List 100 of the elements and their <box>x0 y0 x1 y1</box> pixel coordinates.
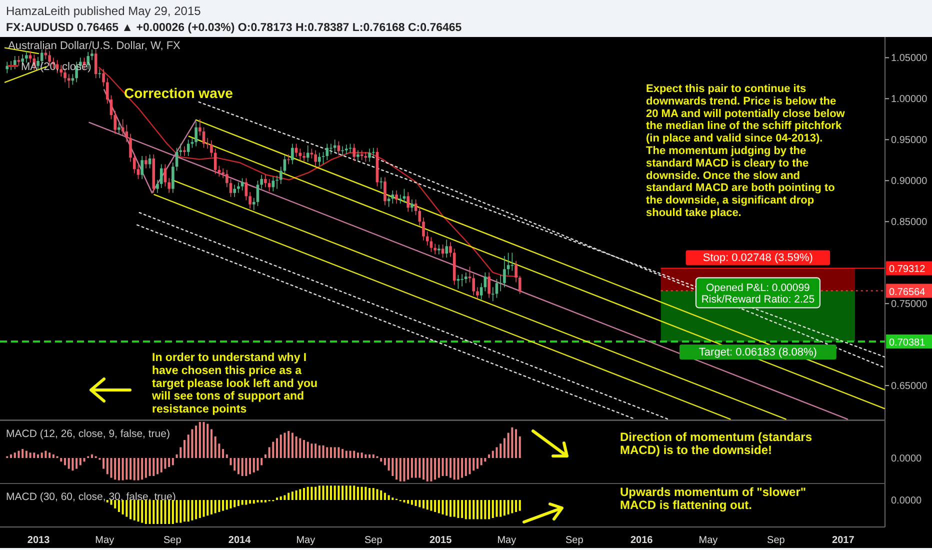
bar <box>461 500 464 518</box>
bar <box>500 500 502 517</box>
bar <box>464 500 467 520</box>
y-tick-label: 0.65000 <box>891 381 928 392</box>
candlestick <box>426 231 429 246</box>
candlestick <box>449 242 452 258</box>
candlestick <box>194 121 198 147</box>
bar <box>407 500 410 504</box>
bar <box>29 452 32 458</box>
bar <box>280 496 282 500</box>
y-tick-label: 1.00000 <box>891 94 928 106</box>
bar <box>144 500 147 524</box>
candlestick <box>172 162 174 194</box>
candlestick <box>503 256 506 288</box>
bar <box>334 486 336 500</box>
bar <box>10 454 12 458</box>
bar <box>33 452 36 458</box>
bar <box>148 458 151 476</box>
candlestick <box>144 156 148 169</box>
bar <box>64 458 66 466</box>
bar <box>372 454 374 458</box>
bar <box>148 500 151 524</box>
bar <box>503 438 506 458</box>
bar <box>302 440 305 458</box>
bar <box>172 458 174 466</box>
bar <box>114 458 116 480</box>
bar <box>137 458 140 480</box>
bar <box>414 500 417 506</box>
bar <box>422 458 424 480</box>
bar <box>198 500 201 518</box>
candlestick <box>17 56 20 66</box>
candlestick <box>514 260 518 283</box>
candlestick <box>118 122 120 134</box>
bar <box>353 486 356 500</box>
bar <box>230 458 232 466</box>
bar <box>496 500 498 517</box>
candlestick <box>237 182 240 194</box>
bar <box>453 458 456 480</box>
bar <box>210 429 212 458</box>
bar <box>280 434 282 458</box>
candlestick <box>132 153 136 174</box>
bar <box>288 431 290 458</box>
bar <box>210 500 212 514</box>
x-tick-label: Sep <box>364 535 383 546</box>
bar <box>102 458 105 469</box>
bar <box>449 458 452 478</box>
candlestick <box>472 274 476 296</box>
bar <box>449 500 452 517</box>
candlestick <box>114 110 116 134</box>
bar <box>126 500 128 517</box>
bar <box>214 500 216 514</box>
bar <box>464 458 467 476</box>
candlestick <box>441 244 444 258</box>
text: MACD (12, 26, close, 9, false, true) <box>6 428 170 440</box>
candlestick <box>345 144 348 155</box>
bar <box>137 500 140 522</box>
candlestick <box>464 272 468 284</box>
bar <box>202 500 205 517</box>
bar <box>284 495 286 500</box>
candlestick <box>438 244 440 255</box>
bar <box>503 500 506 516</box>
bar <box>245 500 248 505</box>
bar <box>353 450 356 458</box>
bar <box>295 490 298 500</box>
text: Expect this pair to continue its downwards trend. Price is below the 20 MA and will potentially close below the median line of the schiff pitchfork (in place and valid since 04-2013). The momentum judging by the standard MACD is cleary to the downside. Once the slow and standard MACD are both pointing to the downside, a significant drop should take place. <box>646 83 845 219</box>
bar <box>126 458 128 480</box>
candlestick <box>510 252 514 272</box>
bar <box>384 458 386 466</box>
candlestick <box>252 197 256 211</box>
bar <box>60 458 62 462</box>
bar <box>160 458 162 472</box>
bar <box>22 449 24 458</box>
bar <box>264 454 266 458</box>
bar <box>272 442 274 458</box>
band-label: Target: 0.06183 (8.08%) <box>698 346 817 358</box>
bar <box>356 486 359 500</box>
annotation: Australian Dollar/U.S. Dollar, W, FX <box>8 40 182 52</box>
bar <box>364 454 367 458</box>
bar <box>83 458 86 462</box>
bar <box>461 458 464 478</box>
bar <box>496 447 498 458</box>
bar <box>515 429 518 458</box>
chart-title: HamzaLeith published May 29, 2015 <box>6 4 202 18</box>
bar <box>422 500 424 508</box>
chart-subtitle: FX:AUDUSD 0.76465 ▲ +0.00026 (+0.03%) O:0.78173 H:0.78387 L:0.76168 C:0.76465 <box>6 22 462 34</box>
candlestick <box>13 56 16 70</box>
bar <box>515 500 518 512</box>
candlestick <box>279 166 282 184</box>
candlestick <box>179 143 182 156</box>
text: 0.0000 <box>891 496 922 506</box>
candlestick <box>102 68 105 87</box>
y-tick-label: 0.75000 <box>891 299 928 310</box>
bar <box>249 500 252 504</box>
bar <box>345 486 348 500</box>
candlestick <box>499 274 502 292</box>
bar <box>360 452 363 458</box>
annotation: In order to understand why I have chosen this price as a target please look left and you will see tons of support and resistance points <box>151 352 318 416</box>
ref-line-label: 0.79312 <box>889 264 926 276</box>
candlestick <box>414 199 418 216</box>
candlestick <box>198 118 202 136</box>
